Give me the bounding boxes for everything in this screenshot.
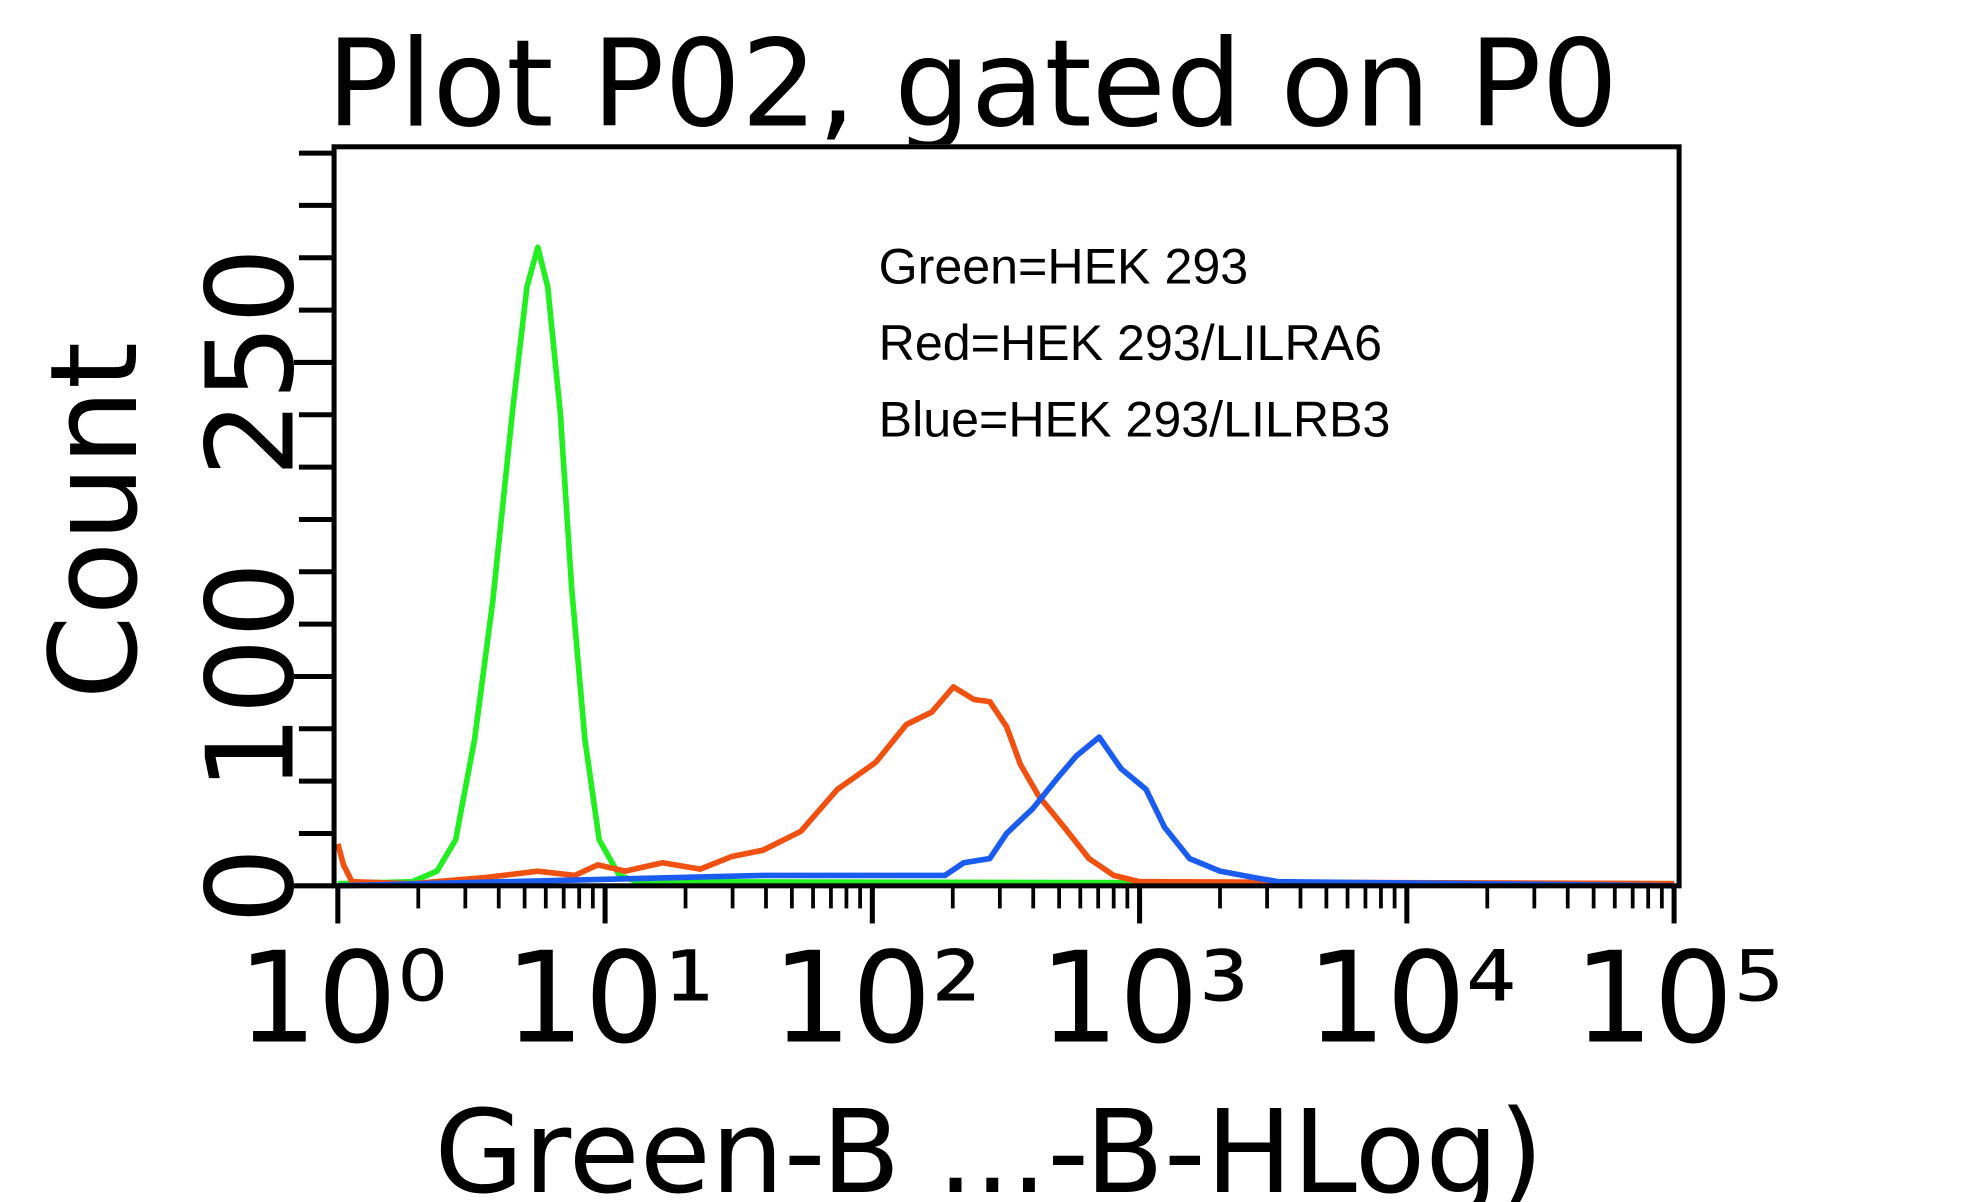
- x-axis-label: Green-B ...-B-HLog): [434, 1086, 1543, 1202]
- y-axis-label: Count: [25, 342, 165, 700]
- y-tick-label: 0: [182, 847, 322, 924]
- x-tick-label: 10¹: [505, 925, 715, 1071]
- series-line: [337, 244, 1675, 887]
- series-line: [337, 734, 1675, 889]
- annotation: Blue=HEK 293/LILRB3: [879, 392, 1391, 448]
- x-tick-label: 10⁵: [1574, 925, 1784, 1071]
- x-tick-label: 10⁴: [1306, 925, 1516, 1071]
- annotation: Green=HEK 293: [879, 239, 1249, 295]
- plot-frame: [331, 144, 1682, 889]
- series-line: [335, 684, 1675, 887]
- x-tick-label: 10⁰: [237, 925, 447, 1071]
- x-tick-label: 10³: [1039, 925, 1249, 1071]
- chart-title: Plot P02, gated on P0: [327, 14, 1619, 154]
- y-tick-label: 100: [182, 562, 322, 792]
- y-tick-label: 250: [182, 247, 322, 477]
- title-group: Plot P02, gated on P0: [327, 14, 1619, 154]
- annotation: Red=HEK 293/LILRA6: [879, 315, 1382, 371]
- plot-area: [335, 244, 1675, 889]
- x-tick-label: 10²: [772, 925, 982, 1071]
